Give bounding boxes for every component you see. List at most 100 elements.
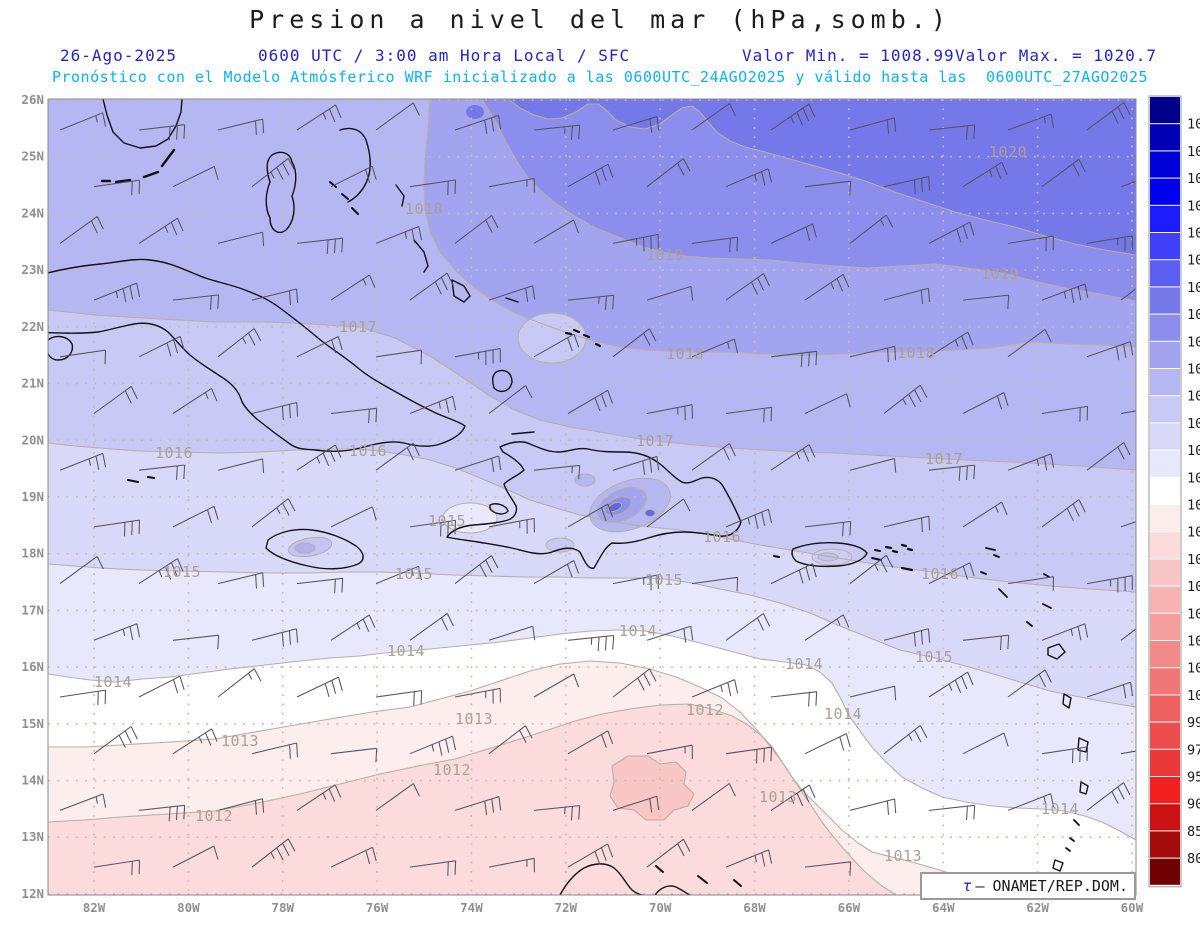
- isobar-value-label: 1019: [981, 265, 1019, 283]
- isobar-value-label: 1014: [94, 673, 132, 691]
- lon-label: 82W: [83, 900, 106, 915]
- wind-barbs: [59, 101, 1136, 876]
- wind-barb: [59, 215, 104, 244]
- wind-barb: [770, 103, 816, 131]
- wind-barb: [725, 168, 773, 188]
- lat-label: 17N: [21, 602, 44, 617]
- colorbar-cell: [1150, 260, 1180, 287]
- wind-barb: [93, 859, 141, 876]
- wind-barb: [567, 843, 613, 868]
- cayman-islands: [127, 476, 155, 483]
- isobar-c1019: [481, 99, 1136, 302]
- lat-label: 20N: [21, 432, 44, 447]
- wind-barb: [59, 793, 107, 811]
- isobar-value-label: 1014: [387, 642, 425, 660]
- wind-barb: [1086, 681, 1134, 699]
- isobar-value-label: 1013: [221, 732, 259, 750]
- colorbar-label: 1025: [1187, 253, 1200, 269]
- coastline-cat-island: [395, 184, 405, 207]
- isobar-c1018: [423, 99, 1136, 357]
- wind-barb: [409, 519, 457, 537]
- isobar-value-label: 1015: [645, 571, 683, 589]
- wind-barb: [533, 805, 581, 821]
- isobar-value-label: 1015: [915, 648, 953, 666]
- wind-barb: [725, 849, 773, 868]
- valid-date: 26-Ago-2025: [60, 46, 177, 65]
- colorbar-cell: [1150, 396, 1180, 423]
- coastline-andros: [265, 151, 297, 234]
- wind-barb: [330, 747, 378, 763]
- wind-barb: [612, 328, 657, 358]
- wind-barb: [928, 124, 976, 140]
- wind-barb: [770, 691, 818, 707]
- valid-time: 0600 UTC / 3:00 am Hora Local / SFC: [258, 46, 631, 65]
- wind-barb: [330, 614, 376, 641]
- wind-barb: [1041, 283, 1089, 303]
- wind-barb: [1120, 628, 1136, 641]
- colorbar-cell: [1150, 586, 1180, 613]
- pressure-bands: [48, 99, 1136, 895]
- lon-label: 64W: [932, 900, 955, 915]
- wind-barb: [849, 457, 897, 473]
- colorbar-cell: [1150, 205, 1180, 232]
- wind-barb: [172, 505, 219, 528]
- lon-label: 80W: [177, 900, 200, 915]
- wind-barb: [612, 795, 660, 813]
- wind-barb: [138, 558, 184, 585]
- colorbar-cell: [1150, 532, 1180, 559]
- st-vincent-grenadines: [1065, 819, 1080, 852]
- wind-barb: [488, 517, 535, 534]
- isobar-c1016: [48, 442, 1136, 593]
- wind-barb: [409, 179, 457, 196]
- wind-barb: [172, 634, 220, 650]
- wind-barb: [375, 226, 423, 244]
- wind-barb: [296, 784, 342, 811]
- isobar-value-label: 1015: [163, 563, 201, 581]
- wind-barb: [691, 103, 737, 131]
- lon-label: 78W: [271, 900, 294, 915]
- wind-barb: [770, 223, 817, 244]
- isobar-blob1008: [609, 755, 695, 821]
- pressure-band-1012: [48, 704, 896, 895]
- wind-barb: [962, 634, 1010, 651]
- wind-barb: [962, 501, 1008, 528]
- lat-label: 16N: [21, 659, 44, 674]
- isobar-value-label: 1013: [759, 788, 797, 806]
- wind-barb: [725, 273, 770, 301]
- wind-barb: [804, 614, 850, 641]
- colorbar-label: 1018: [1187, 362, 1200, 378]
- wind-barb: [962, 732, 1009, 755]
- colorbar-label: 1035: [1187, 171, 1200, 187]
- wind-barb: [375, 783, 420, 811]
- credit-box: τ – ONAMET/REP.DOM.: [920, 872, 1136, 900]
- wind-barb: [172, 728, 218, 755]
- wind-barb: [454, 796, 502, 815]
- isobar-value-label: 1018: [897, 344, 935, 362]
- mona-vieques: [773, 549, 882, 561]
- colorbar-cell: [1150, 804, 1180, 831]
- colorbar-label: 950: [1187, 770, 1200, 786]
- wind-barb: [217, 118, 265, 135]
- wind-barb: [330, 506, 377, 528]
- colorbar-label: 1014: [1187, 470, 1200, 486]
- credit-separator: –: [975, 877, 985, 895]
- colorbar-label: 1028: [1187, 226, 1200, 242]
- turks-caicos: [564, 328, 602, 348]
- colorbar-cell: [1150, 722, 1180, 749]
- wind-barb: [59, 689, 107, 706]
- isobar-value-label: 1014: [785, 655, 823, 673]
- lon-label: 62W: [1026, 900, 1049, 915]
- wind-barb: [928, 562, 975, 585]
- lat-label: 26N: [21, 92, 44, 107]
- wind-barb: [93, 282, 141, 303]
- wind-barb: [883, 515, 931, 533]
- wind-barb: [646, 744, 693, 760]
- wind-barb: [172, 166, 219, 188]
- wind-barb: [251, 628, 299, 647]
- wind-barb: [454, 114, 502, 134]
- wind-barb: [849, 117, 897, 134]
- colorbar-label: 1030: [1187, 198, 1200, 214]
- wind-barb: [296, 444, 342, 471]
- lon-label: 74W: [460, 900, 483, 915]
